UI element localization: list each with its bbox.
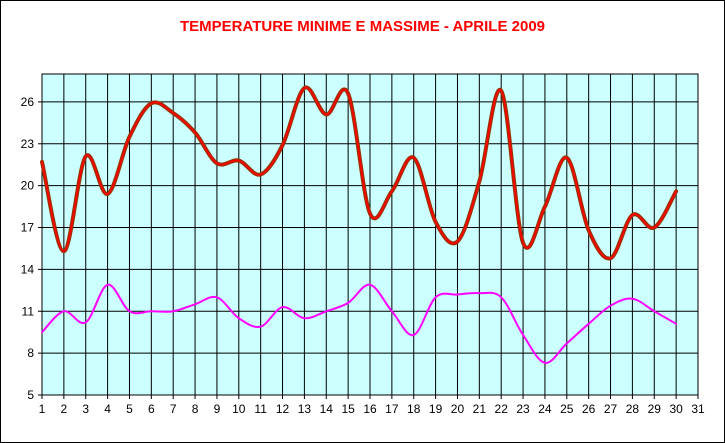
series-max-line bbox=[41, 86, 677, 260]
x-tick-label: 9 bbox=[214, 402, 221, 416]
x-axis: 1 2 3 4 5 6 7 8 9 10 11 12 13 14 15 16 17 18 19 20 21 22 23 24 2… bbox=[39, 395, 705, 416]
x-tick-label: 22 bbox=[495, 402, 509, 416]
y-tick-label: 23 bbox=[21, 137, 35, 151]
x-tick-label: 20 bbox=[451, 402, 465, 416]
x-tick-label: 3 bbox=[82, 402, 89, 416]
x-tick-label: 14 bbox=[320, 402, 334, 416]
x-tick-label: 23 bbox=[516, 402, 530, 416]
x-tick-label: 13 bbox=[298, 402, 312, 416]
x-tick-label: 21 bbox=[473, 402, 487, 416]
x-tick-label: 5 bbox=[126, 402, 133, 416]
x-tick-label: 4 bbox=[104, 402, 111, 416]
x-tick-label: 15 bbox=[341, 402, 355, 416]
y-tick-label: 17 bbox=[21, 221, 35, 235]
series-layer bbox=[40, 85, 679, 364]
chart-title: TEMPERATURE MINIME E MASSIME - APRILE 20… bbox=[179, 18, 546, 35]
y-tick-label: 14 bbox=[21, 262, 35, 276]
x-tick-label: 31 bbox=[691, 402, 705, 416]
series-min-line bbox=[41, 283, 678, 364]
x-tick-label: 10 bbox=[232, 402, 246, 416]
x-tick-label: 19 bbox=[429, 402, 443, 416]
x-tick-label: 18 bbox=[407, 402, 421, 416]
x-tick-label: 17 bbox=[385, 402, 399, 416]
x-tick-label: 24 bbox=[538, 402, 552, 416]
y-axis: 5 8 11 14 17 20 23 26 bbox=[21, 95, 42, 402]
y-tick-label: 20 bbox=[21, 179, 35, 193]
y-tick-label: 8 bbox=[27, 346, 34, 360]
y-tick-label: 26 bbox=[21, 95, 35, 109]
y-tick-label: 5 bbox=[27, 388, 34, 402]
x-tick-label: 2 bbox=[61, 402, 68, 416]
x-tick-label: 12 bbox=[276, 402, 290, 416]
x-tick-label: 8 bbox=[192, 402, 199, 416]
x-tick-label: 7 bbox=[170, 402, 177, 416]
y-tick-label: 11 bbox=[22, 304, 35, 318]
x-tick-label: 28 bbox=[626, 402, 640, 416]
x-tick-label: 27 bbox=[604, 402, 618, 416]
x-tick-label: 25 bbox=[560, 402, 574, 416]
x-tick-label: 11 bbox=[254, 402, 267, 416]
x-tick-label: 29 bbox=[648, 402, 662, 416]
x-tick-label: 6 bbox=[148, 402, 155, 416]
x-tick-label: 16 bbox=[363, 402, 377, 416]
x-tick-label: 26 bbox=[582, 402, 596, 416]
x-tick-label: 1 bbox=[39, 402, 46, 416]
x-tick-label: 30 bbox=[669, 402, 683, 416]
